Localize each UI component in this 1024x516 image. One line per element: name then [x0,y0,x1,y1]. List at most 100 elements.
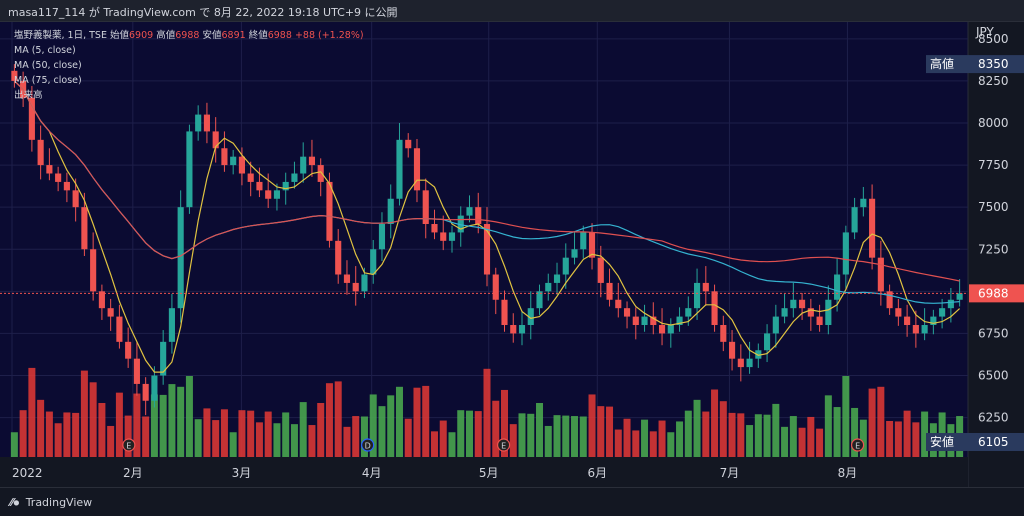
candle-body [46,165,53,174]
candle-body [956,293,963,300]
volume-bar [562,415,570,457]
price-chart[interactable]: 8500825080007750750072507000675065006250… [0,22,1024,487]
publish-header: masa117_114 が TradingView.com で 8月 22, 2… [0,0,1024,22]
candle-body [361,274,368,292]
volume-bar [649,431,657,457]
candle-body [781,308,788,317]
volume-bar [185,376,193,457]
x-tick-label: 4月 [362,466,382,480]
volume-bar [859,419,867,457]
candle-body [667,325,674,334]
volume-bar [544,425,552,457]
event-marker-icon[interactable] [850,438,865,452]
volume-bar [536,403,544,457]
ma75-legend[interactable]: MA (75, close) [14,75,82,86]
volume-bar [781,426,789,457]
footer-bar: ⁄⁄⦁ TradingView [0,487,1024,516]
y-tick-label: 8000 [978,116,1009,130]
volume-bar [360,416,368,457]
ma50-legend[interactable]: MA (50, close) [14,60,82,71]
candle-body [632,316,639,326]
candle-body [772,316,779,334]
publish-info-text: masa117_114 が TradingView.com で 8月 22, 2… [8,6,398,19]
volume-bar [229,432,237,457]
volume-bar [378,406,386,457]
candle-body [912,325,919,334]
volume-legend[interactable]: 出来高 [14,90,43,101]
tradingview-brand[interactable]: ⁄⁄⦁ TradingView [10,496,92,510]
volume-bar [404,418,412,457]
volume-bar [220,409,228,457]
volume-bar [833,407,841,457]
currency-label: JPY [975,25,995,39]
low-price-tag [926,433,1024,451]
volume-bar [413,387,421,457]
volume-bar [159,394,167,457]
volume-bar [658,420,666,457]
volume-bar [746,425,754,457]
volume-bar [798,427,806,457]
event-marker-icon[interactable] [361,438,375,452]
candle-body [282,181,289,191]
volume-bar [824,395,832,457]
candle-body [396,139,403,199]
candle-body [230,156,237,166]
candle-body [755,350,762,359]
candle-body [825,299,832,326]
volume-bar [754,414,762,457]
volume-bar [168,384,176,457]
candle-body [431,224,438,233]
candle-body [641,316,648,326]
candle-body [151,375,158,401]
ma5-legend[interactable]: MA (5, close) [14,45,76,56]
candle-body [37,139,44,166]
candle-body [168,308,175,342]
volume-bar [422,385,430,457]
candle-body [63,181,70,191]
candle-body [685,308,692,317]
candle-body [588,232,596,258]
event-marker-icon[interactable] [122,438,136,452]
candle-body [422,190,429,225]
candle-body [877,257,884,292]
volume-bar [868,388,876,457]
volume-bar [501,389,509,457]
candle-body [597,257,604,283]
candle-body [921,325,928,334]
candle-body [256,181,263,191]
candle-body [746,358,753,368]
candle-body [860,198,867,208]
candle-body [851,207,858,233]
symbol-info: 塩野義製薬, 1日, TSE [14,30,107,41]
volume-bar [571,416,579,457]
volume-bar [553,415,561,457]
candle-body [483,224,491,275]
volume-bar [255,422,263,457]
candle-body [562,257,569,275]
volume-bar [684,410,692,457]
volume-bar [606,406,614,457]
candle-body [308,156,316,166]
candle-body [501,299,508,326]
candle-body [273,190,281,199]
volume-bar [334,381,342,457]
volume-bar [238,410,246,457]
volume-bar [177,386,185,457]
volume-bar [54,423,62,457]
change-value: +88 (+1.28%) [294,30,364,41]
candle-body [405,139,412,149]
volume-bar [343,426,351,457]
candle-body [545,282,552,292]
brand-label: TradingView [25,496,93,509]
low-price-tag-value: 6105 [978,435,1009,449]
volume-bar [877,386,885,457]
volume-bar [483,368,491,457]
candle-body [729,341,736,359]
event-marker-icon[interactable] [497,438,511,452]
volume-bar [387,395,395,457]
candle-body [160,341,167,376]
volume-bar [632,430,640,457]
x-tick-label: 8月 [838,466,858,480]
candle-body [413,148,421,191]
x-tick-label: 2月 [123,466,143,480]
